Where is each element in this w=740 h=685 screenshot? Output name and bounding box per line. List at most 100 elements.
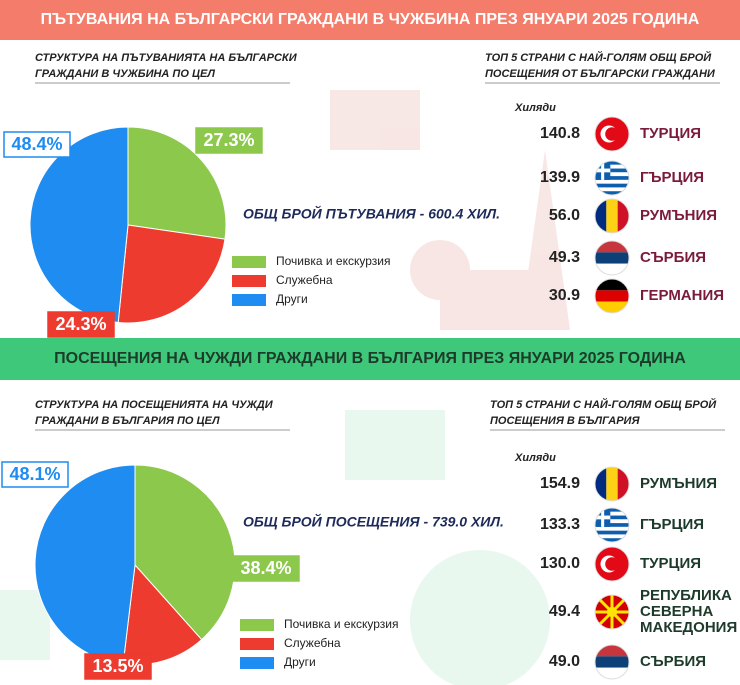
flag-part: [595, 179, 629, 184]
country-name: ГЪРЦИЯ: [640, 516, 704, 533]
value-label: 38.4%: [240, 558, 291, 578]
value-label-box: [3, 131, 71, 158]
flag-part: [606, 467, 618, 501]
flag-part: [595, 263, 629, 275]
flag-part: [595, 515, 629, 520]
flag-part: [595, 667, 629, 679]
pie-slice: [134, 464, 236, 641]
pie-slice: [117, 224, 226, 324]
total: ОБЩ БРОЙ ПОСЕЩЕНИЯ - 739.0 ХИЛ.: [243, 513, 504, 530]
flag-border: [594, 594, 630, 630]
value-label: 24.3%: [55, 314, 106, 334]
value-label-box: [1, 461, 69, 488]
flag-part: [617, 467, 629, 501]
flag-part: [595, 645, 629, 657]
flag: [595, 117, 629, 151]
country-value: 30.9: [549, 287, 580, 304]
legend-label: Служебна: [284, 636, 341, 650]
value-label: 48.1%: [9, 464, 60, 484]
value-label: 13.5%: [92, 656, 143, 676]
flag-border: [594, 466, 630, 502]
flag-part: [595, 199, 607, 233]
legend-swatch: [232, 256, 266, 268]
country-value: 56.0: [549, 207, 580, 224]
flag: [595, 508, 629, 542]
country-name: СЪРБИЯ: [640, 249, 706, 266]
country-name: ТУРЦИЯ: [640, 555, 701, 572]
flag-part: [595, 538, 629, 542]
value-label-box: [232, 555, 300, 582]
country-value: 49.3: [549, 249, 580, 266]
flag-part: [595, 187, 629, 192]
flag-part: [595, 252, 629, 264]
flag: [595, 547, 629, 581]
pie-slice: [29, 126, 129, 324]
flag-part: [595, 301, 629, 313]
unit-label: Хиляди: [514, 102, 556, 114]
flag-part: [595, 176, 629, 180]
country-value: 49.4: [549, 603, 580, 620]
pie-title: СТРУКТУРА НА ПОСЕЩЕНИЯТА НА ЧУЖДИ ГРАЖДАН…: [35, 399, 274, 427]
section-title: ПЪТУВАНИЯ НА БЪЛГАРСКИ ГРАЖДАНИ В ЧУЖБИН…: [41, 11, 700, 28]
pie-title: СТРУКТУРА НА ПЪТУВАНИЯТА НА БЪЛГАРСКИ ГРА…: [35, 52, 298, 80]
value-label: 27.3%: [203, 130, 254, 150]
country-name: СЪРБИЯ: [640, 653, 706, 670]
top-title: ТОП 5 СТРАНИ С НАЙ-ГОЛЯМ ОБЩ БРОЙ ПОСЕЩЕН…: [485, 51, 716, 80]
country-value: 49.0: [549, 653, 580, 670]
flag-border: [594, 240, 630, 276]
legend-swatch: [240, 657, 274, 669]
flag-part: [595, 530, 629, 535]
unit-label: Хиляди: [514, 452, 556, 464]
country-value: 130.0: [540, 555, 580, 572]
legend-swatch: [232, 294, 266, 306]
flag-border: [594, 546, 630, 582]
flag-border: [594, 160, 630, 196]
flag-part: [595, 515, 611, 520]
flag-part: [595, 241, 629, 253]
legend-swatch: [240, 638, 274, 650]
legend-swatch: [232, 275, 266, 287]
value-label-box: [47, 311, 115, 338]
flag-border: [594, 644, 630, 680]
country-name: ГЕРМАНИЯ: [640, 287, 724, 304]
pie-slice: [34, 464, 136, 665]
country-name: РЕПУБЛИКА СЕВЕРНА МАКЕДОНИЯ: [640, 587, 737, 636]
flag-part: [595, 168, 611, 173]
flag-border: [594, 507, 630, 543]
flag: [595, 595, 629, 629]
legend-label: Други: [284, 655, 316, 669]
flag-part: [595, 519, 629, 524]
flag-part: [595, 161, 629, 165]
country-value: 133.3: [540, 516, 580, 533]
flag-part: [595, 526, 629, 531]
flag-part: [595, 191, 629, 195]
flag-part: [606, 199, 618, 233]
flag: [595, 645, 629, 679]
country-value: 154.9: [540, 475, 580, 492]
flag: [595, 199, 629, 233]
flag-part: [617, 199, 629, 233]
flag: [595, 279, 629, 313]
legend-label: Служебна: [276, 273, 333, 287]
flag-part: [595, 534, 629, 539]
legend-label: Почивка и екскурзия: [284, 617, 398, 631]
flag-part: [595, 290, 629, 302]
flag-part: [605, 557, 619, 571]
flag-part: [595, 656, 629, 668]
flag-part: [595, 523, 629, 527]
flag-border: [594, 116, 630, 152]
flag-part: [605, 127, 619, 141]
country-value: 139.9: [540, 169, 580, 186]
flag-part: [595, 168, 629, 173]
flag-part: [595, 172, 629, 177]
legend-label: Други: [276, 292, 308, 306]
value-label: 48.4%: [11, 134, 62, 154]
value-label-box: [195, 127, 263, 154]
flag-part: [595, 508, 629, 512]
header-bar: [0, 338, 740, 380]
section-title: ПОСЕЩЕНИЯ НА ЧУЖДИ ГРАЖДАНИ В БЪЛГАРИЯ П…: [54, 350, 686, 367]
flag-part: [595, 279, 629, 291]
background-decoration: [330, 90, 570, 330]
country-name: РУМЪНИЯ: [640, 475, 717, 492]
